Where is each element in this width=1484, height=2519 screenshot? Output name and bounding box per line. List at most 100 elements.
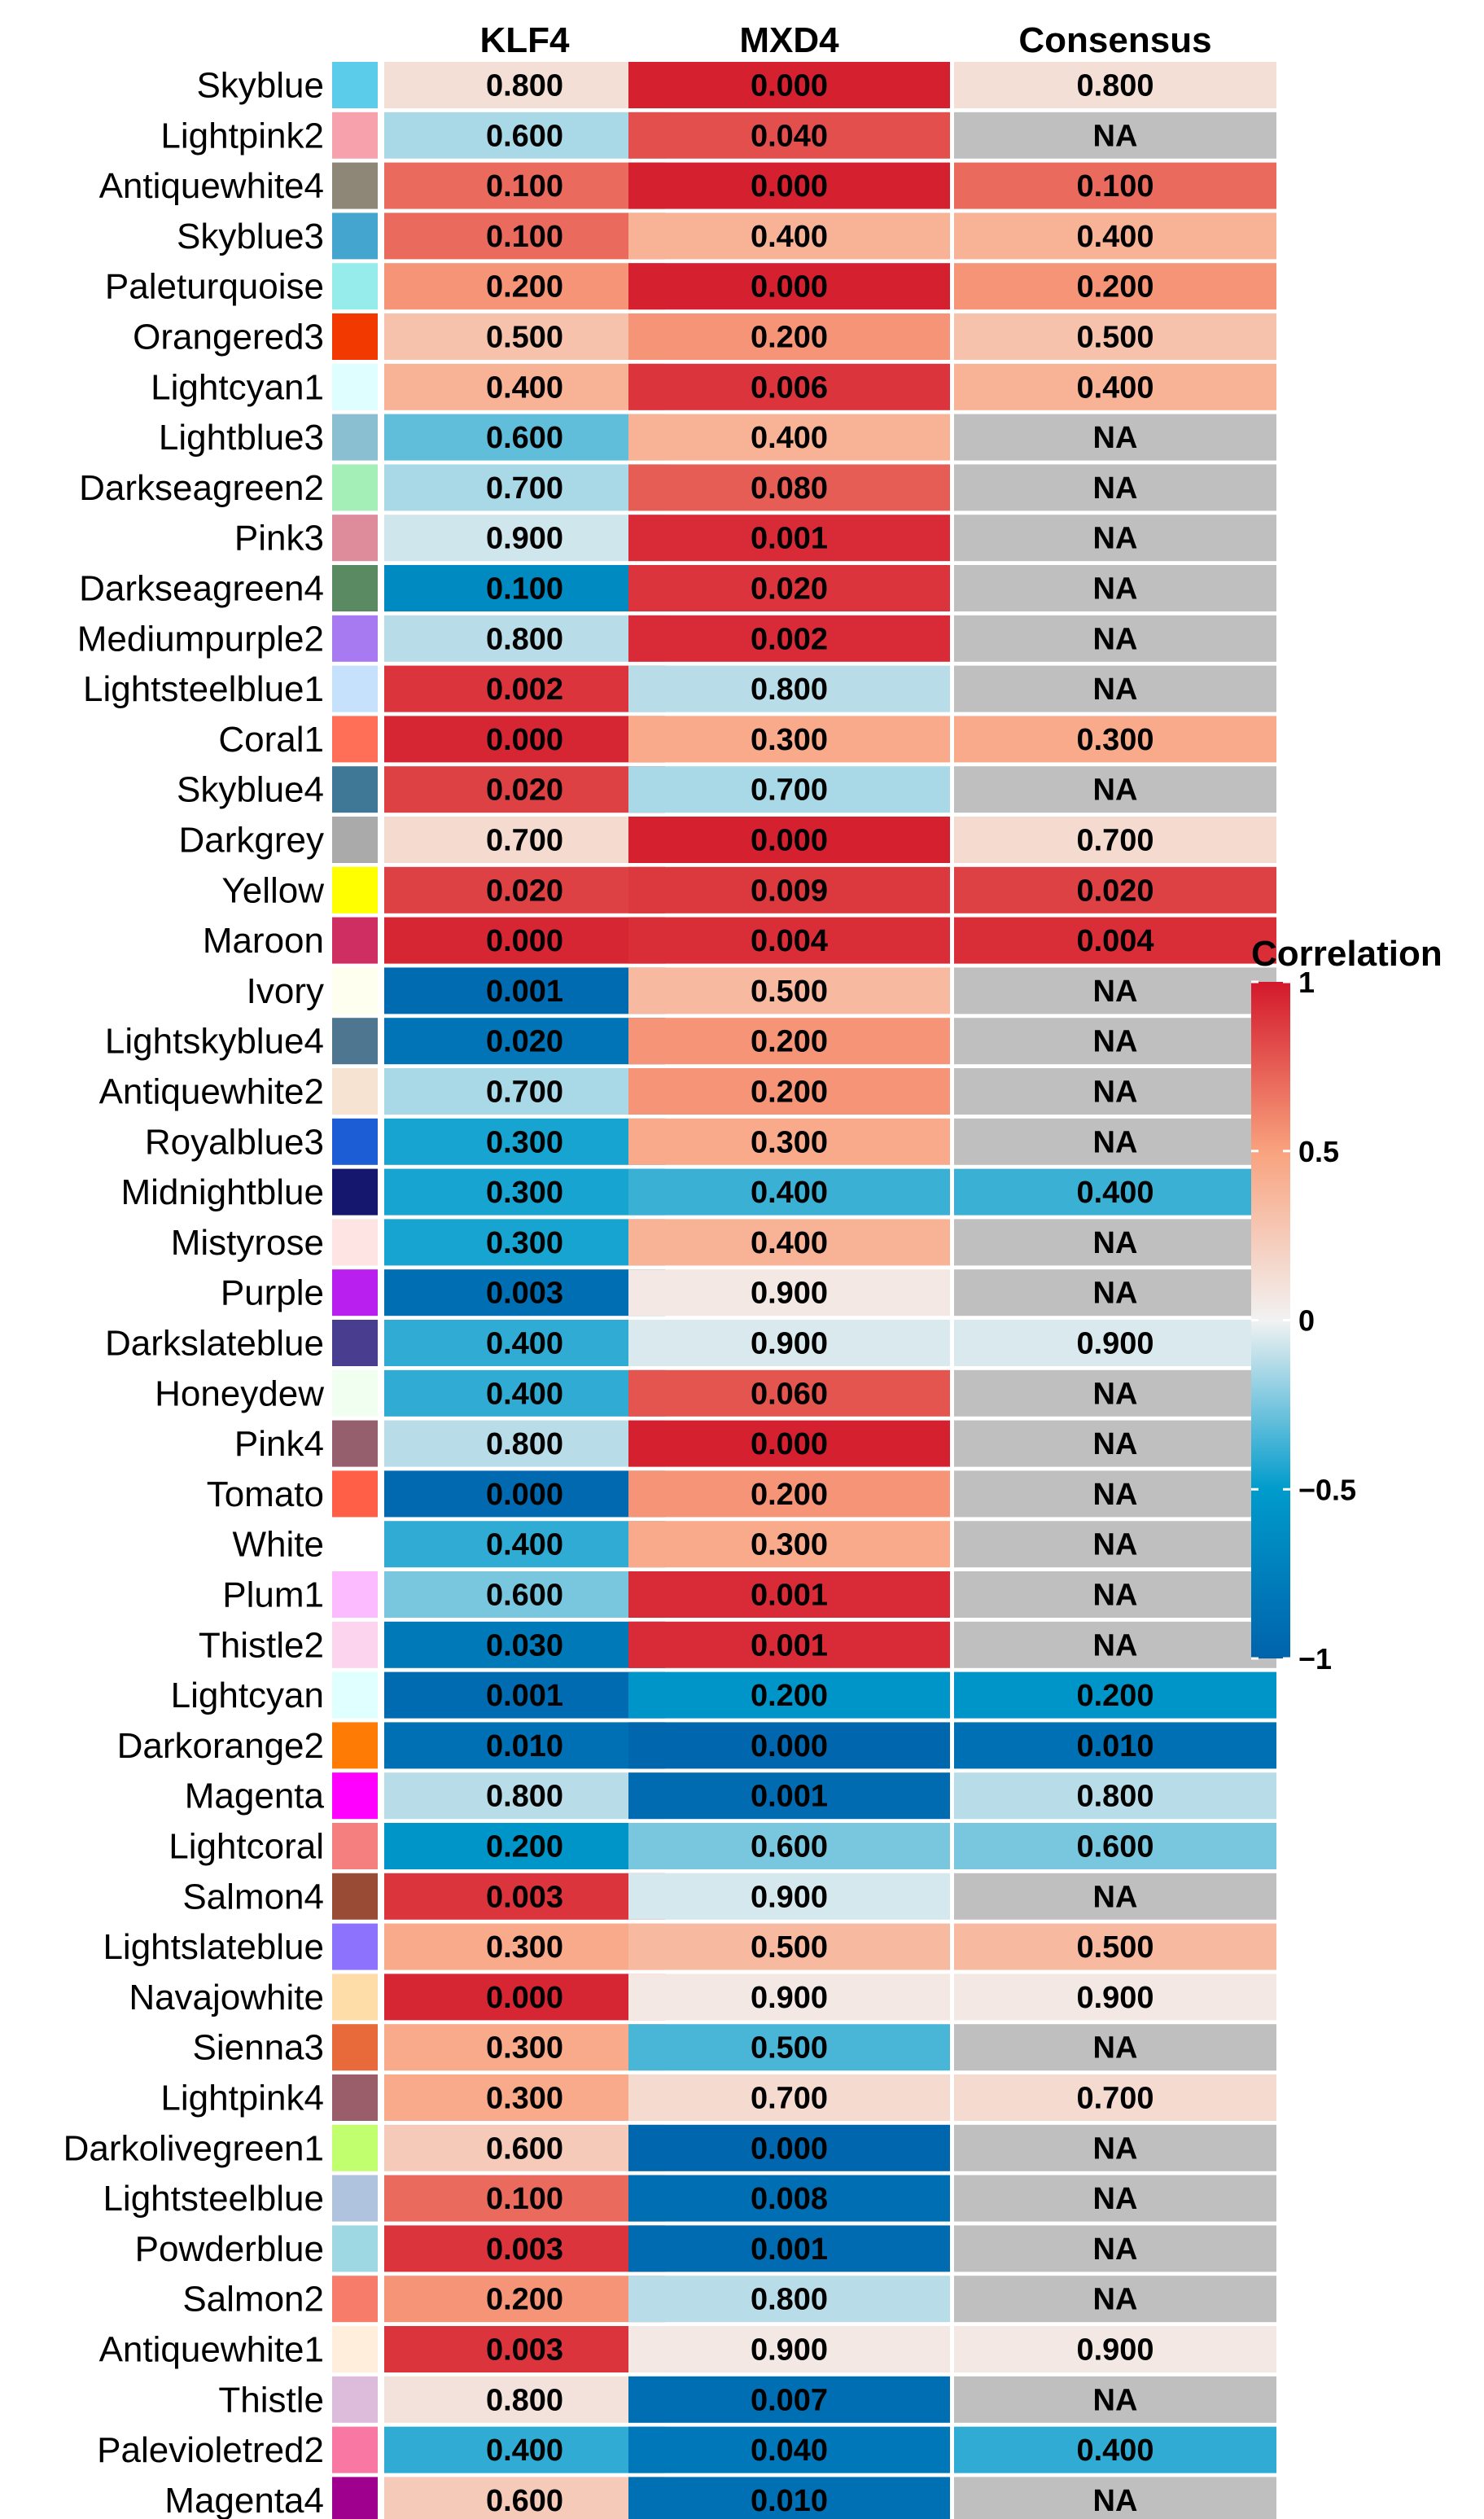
cell-value-label: 0.003	[486, 2333, 563, 2368]
cell-value-label: 0.300	[486, 1176, 563, 1210]
heatmap-row: Lightsteelblue1 0.002 0.800 NA	[83, 665, 1276, 712]
cell-value-label: 0.000	[486, 924, 563, 958]
cell-value-label: 0.010	[486, 1729, 563, 1763]
heatmap-cell-mxd4	[628, 62, 950, 108]
cell-value-label: 0.002	[486, 672, 563, 707]
heatmap-cell-consensus	[954, 1219, 1276, 1266]
cell-value-label: 0.400	[751, 421, 828, 455]
heatmap-cell-klf4	[384, 2175, 665, 2222]
cell-value-label: 0.300	[751, 723, 828, 757]
heatmap-cell-consensus	[954, 866, 1276, 913]
heatmap-cell-mxd4	[628, 2225, 950, 2272]
cell-value-label: 0.300	[751, 1125, 828, 1159]
row-label: Paleturquoise	[105, 267, 324, 307]
heatmap-cell-klf4	[384, 1068, 665, 1115]
module-color-swatch	[332, 565, 378, 611]
column-headers: KLF4 MXD4 Consensus	[480, 20, 1212, 60]
cell-value-label: 0.004	[1076, 924, 1153, 958]
legend-tick-label: 1	[1298, 966, 1315, 999]
heatmap-row: Mediumpurple2 0.800 0.002 NA	[77, 615, 1276, 662]
module-color-swatch	[332, 464, 378, 511]
heatmap-cell-klf4	[384, 967, 665, 1014]
heatmap-row: Lightslateblue 0.300 0.500 0.500	[103, 1923, 1276, 1970]
cell-value-label: 0.200	[751, 1076, 828, 1110]
heatmap-cell-mxd4	[628, 1470, 950, 1518]
heatmap-cell-consensus	[954, 1974, 1276, 2021]
row-label: Maroon	[203, 921, 324, 961]
heatmap-cell-consensus	[954, 1420, 1276, 1467]
module-color-swatch	[332, 1269, 378, 1316]
heatmap-cell-consensus	[954, 967, 1276, 1014]
heatmap-cell-mxd4	[628, 363, 950, 410]
cell-value-label: 0.500	[751, 2031, 828, 2066]
row-label: White	[233, 1525, 324, 1565]
heatmap-cell-klf4	[384, 414, 665, 461]
heatmap-cell-consensus	[954, 1772, 1276, 1820]
cell-value-label: 0.001	[486, 975, 563, 1009]
cell-value-label: 0.500	[751, 1930, 828, 1965]
heatmap-row: Midnightblue 0.300 0.400 0.400	[121, 1168, 1276, 1216]
heatmap-cell-consensus	[954, 2024, 1276, 2071]
module-color-swatch	[332, 515, 378, 562]
cell-value-label: 0.900	[751, 1880, 828, 1914]
heatmap-cell-mxd4	[628, 2024, 950, 2071]
row-label: Lightsteelblue	[103, 2179, 324, 2219]
heatmap-cell-klf4	[384, 2276, 665, 2323]
heatmap-cell-consensus	[954, 1923, 1276, 1970]
cell-value-label: 0.900	[751, 1981, 828, 2015]
correlation-legend: Correlation 1 0.5 0 −0.5 −1	[1251, 934, 1442, 1676]
row-label: Midnightblue	[121, 1172, 325, 1212]
heatmap-row: Lightblue3 0.600 0.400 NA	[159, 414, 1276, 461]
module-color-swatch	[332, 1168, 378, 1216]
cell-value-label: NA	[1093, 2283, 1138, 2317]
row-label: Pink3	[234, 519, 324, 559]
cell-value-label: 0.002	[751, 622, 828, 656]
cell-value-label: 0.003	[486, 1277, 563, 1311]
heatmap-row: Magenta 0.800 0.001 0.800	[185, 1772, 1276, 1820]
heatmap-cell-klf4	[384, 1420, 665, 1467]
cell-value-label: 0.020	[1076, 874, 1153, 908]
heatmap-cell-mxd4	[628, 1873, 950, 1920]
cell-value-label: NA	[1093, 1579, 1138, 1613]
heatmap-cell-klf4	[384, 2074, 665, 2121]
module-color-swatch	[332, 967, 378, 1014]
cell-value-label: NA	[1093, 1377, 1138, 1411]
heatmap-cell-consensus	[954, 212, 1276, 260]
cell-value-label: 0.001	[751, 2232, 828, 2267]
heatmap-cell-klf4	[384, 464, 665, 511]
heatmap-cell-mxd4	[628, 1823, 950, 1869]
row-label: Lightskyblue4	[105, 1022, 324, 1062]
cell-value-label: 0.020	[486, 1025, 563, 1059]
cell-value-label: 0.600	[751, 1830, 828, 1864]
cell-value-label: 0.000	[751, 824, 828, 858]
cell-value-label: 0.600	[486, 2131, 563, 2166]
heatmap-row: Royalblue3 0.300 0.300 NA	[145, 1118, 1276, 1165]
heatmap-row: Lightsteelblue 0.100 0.008 NA	[103, 2175, 1276, 2222]
legend-tick: −1	[1251, 1642, 1332, 1676]
cell-value-label: NA	[1093, 1478, 1138, 1512]
cell-value-label: NA	[1093, 1277, 1138, 1311]
cell-value-label: 0.100	[486, 2182, 563, 2216]
module-color-swatch	[332, 1722, 378, 1769]
heatmap-cell-mxd4	[628, 1571, 950, 1618]
heatmap-cell-klf4	[384, 665, 665, 712]
cell-value-label: NA	[1093, 1076, 1138, 1110]
heatmap-cell-consensus	[954, 1722, 1276, 1769]
heatmap-row: Coral1 0.000 0.300 0.300	[218, 716, 1276, 763]
cell-value-label: NA	[1093, 975, 1138, 1009]
cell-value-label: 0.400	[751, 1226, 828, 1260]
cell-value-label: 0.200	[486, 2283, 563, 2317]
row-label: Mediumpurple2	[77, 619, 324, 659]
heatmap-row: Darkslateblue 0.400 0.900 0.900	[105, 1320, 1276, 1366]
legend-tick: 0	[1251, 1304, 1315, 1338]
row-label: Salmon4	[182, 1877, 324, 1917]
module-color-swatch	[332, 766, 378, 813]
cell-value-label: 0.800	[486, 2383, 563, 2417]
cell-value-label: 0.080	[751, 471, 828, 506]
row-label: Lightpink2	[160, 116, 324, 156]
heatmap-row: Darkseagreen4 0.100 0.020 NA	[79, 565, 1276, 611]
heatmap-cell-mxd4	[628, 1320, 950, 1366]
row-label: Antiquewhite4	[99, 166, 324, 206]
cell-value-label: NA	[1093, 1880, 1138, 1914]
cell-value-label: 0.600	[486, 1579, 563, 1613]
